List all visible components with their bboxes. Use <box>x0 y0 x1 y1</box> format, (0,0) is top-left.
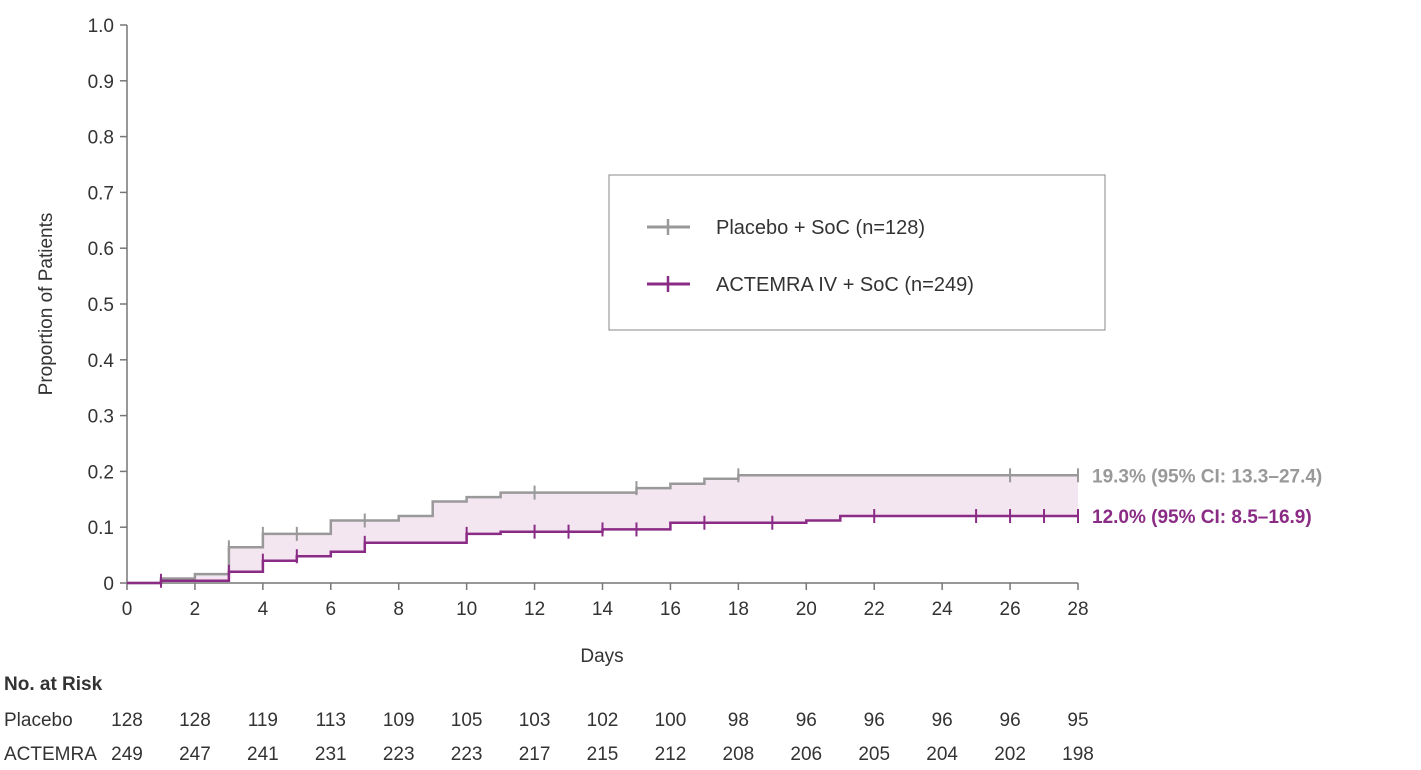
risk-cell: 102 <box>587 710 619 731</box>
risk-cell: 212 <box>655 744 687 765</box>
x-tick-label: 4 <box>258 599 269 620</box>
risk-cell: 215 <box>587 744 619 765</box>
risk-cell: 98 <box>728 710 749 731</box>
risk-cell: 113 <box>316 710 346 731</box>
risk-cell: 96 <box>864 710 885 731</box>
risk-table-title: No. at Risk <box>4 674 103 695</box>
risk-cell: 198 <box>1062 744 1094 765</box>
x-tick-label: 12 <box>524 599 545 620</box>
x-tick-label: 22 <box>864 599 885 620</box>
end-label-series-1: 12.0% (95% CI: 8.5–16.9) <box>1092 507 1312 528</box>
risk-cell: 95 <box>1067 710 1088 731</box>
risk-row-label-0: Placebo <box>4 710 73 731</box>
risk-cell: 109 <box>383 710 415 731</box>
risk-cell: 249 <box>111 744 143 765</box>
risk-cell: 205 <box>858 744 890 765</box>
risk-cell: 247 <box>179 744 211 765</box>
risk-cell: 119 <box>248 710 278 731</box>
x-tick-label: 10 <box>456 599 477 620</box>
legend: Placebo + SoC (n=128) ACTEMRA IV + SoC (n… <box>608 174 1106 331</box>
legend-label-0: Placebo + SoC (n=128) <box>716 217 925 239</box>
y-tick-label: 0.2 <box>88 462 114 483</box>
y-tick-label: 0.3 <box>88 407 114 428</box>
risk-cell: 103 <box>519 710 551 731</box>
x-tick-label: 18 <box>728 599 749 620</box>
risk-cell: 223 <box>383 744 415 765</box>
y-tick-label: 0.4 <box>88 351 115 372</box>
risk-cell: 105 <box>451 710 483 731</box>
x-tick-label: 2 <box>190 599 201 620</box>
y-axis-title: Proportion of Patients <box>36 213 57 396</box>
risk-row-label-1: ACTEMRA <box>4 744 97 765</box>
x-tick-label: 20 <box>796 599 817 620</box>
y-tick-label: 0.9 <box>88 72 114 93</box>
x-tick-label: 16 <box>660 599 681 620</box>
legend-box <box>608 174 1106 331</box>
series-line-1 <box>127 514 1078 585</box>
risk-cell: 128 <box>179 710 211 731</box>
risk-cell: 231 <box>315 744 347 765</box>
end-label-series-0: 19.3% (95% CI: 13.3–27.4) <box>1092 466 1322 487</box>
x-tick-label: 28 <box>1067 599 1088 620</box>
x-tick-label: 8 <box>393 599 404 620</box>
x-tick-label: 14 <box>592 599 614 620</box>
risk-cell: 217 <box>519 744 551 765</box>
risk-cell: 96 <box>796 710 817 731</box>
risk-cell: 100 <box>655 710 687 731</box>
risk-cell: 202 <box>994 744 1026 765</box>
risk-cell: 241 <box>247 744 279 765</box>
series-line-0 <box>127 474 1078 585</box>
x-axis-title: Days <box>580 646 623 667</box>
x-tick-label: 24 <box>932 599 954 620</box>
y-tick-label: 0.1 <box>88 518 114 539</box>
risk-cell: 204 <box>926 744 958 765</box>
y-tick-label: 0.8 <box>88 128 114 149</box>
risk-cell: 206 <box>790 744 822 765</box>
risk-cell: 223 <box>451 744 483 765</box>
y-tick-label: 0.7 <box>88 183 114 204</box>
risk-cell: 96 <box>932 710 953 731</box>
x-tick-label: 26 <box>1000 599 1021 620</box>
risk-cell: 128 <box>111 710 143 731</box>
x-tick-label: 6 <box>325 599 336 620</box>
y-tick-label: 1.0 <box>88 16 114 37</box>
y-tick-label: 0.6 <box>88 239 114 260</box>
risk-cell: 208 <box>723 744 755 765</box>
legend-label-1: ACTEMRA IV + SoC (n=249) <box>716 274 974 296</box>
x-tick-label: 0 <box>122 599 133 620</box>
risk-cell: 96 <box>1000 710 1021 731</box>
y-tick-label: 0.5 <box>88 295 114 316</box>
y-tick-label: 0 <box>103 574 114 595</box>
